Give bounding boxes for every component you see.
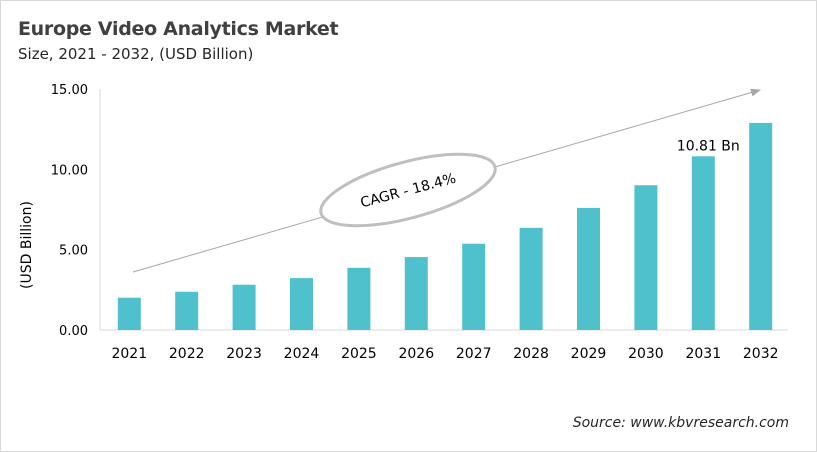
x-tick-label: 2028	[513, 346, 549, 362]
bar-2030	[634, 185, 658, 330]
bar-2028	[519, 227, 543, 330]
source-note: Source: www.kbvresearch.com	[572, 415, 789, 431]
x-tick-label: 2025	[341, 346, 377, 362]
y-tick-label: 15.00	[51, 83, 88, 98]
bar-2029	[577, 207, 600, 330]
y-axis-label: (USD Billion)	[19, 201, 35, 289]
data-label-2031: 10.81 Bn	[677, 138, 740, 154]
bar-2027	[462, 243, 486, 330]
x-tick-label: 2022	[169, 346, 205, 362]
bar-2024	[290, 278, 313, 330]
x-tick-label: 2027	[456, 346, 492, 362]
cagr-ellipse	[319, 152, 497, 228]
x-tick-label: 2026	[398, 346, 434, 362]
y-tick-label: 5.00	[59, 244, 88, 259]
x-tick-label: 2029	[571, 346, 607, 362]
bar-2021	[117, 297, 141, 330]
chart-subtitle: Size, 2021 - 2032, (USD Billion)	[18, 45, 254, 63]
y-tick-label: 0.00	[59, 324, 88, 339]
x-tick-label: 2032	[743, 346, 779, 362]
bar-2032	[749, 122, 773, 330]
x-tick-label: 2024	[284, 346, 320, 362]
x-tick-label: 2023	[226, 346, 262, 362]
x-tick-label: 2031	[685, 346, 721, 362]
bar-2026	[404, 257, 428, 330]
y-tick-label: 10.00	[51, 163, 88, 178]
bar-2023	[232, 284, 256, 330]
x-tick-label: 2021	[111, 346, 147, 362]
bar-2022	[175, 291, 199, 330]
x-tick-label: 2030	[628, 346, 664, 362]
chart-title: Europe Video Analytics Market	[18, 18, 339, 40]
bar-2031	[691, 156, 715, 330]
bar-2025	[347, 267, 371, 330]
